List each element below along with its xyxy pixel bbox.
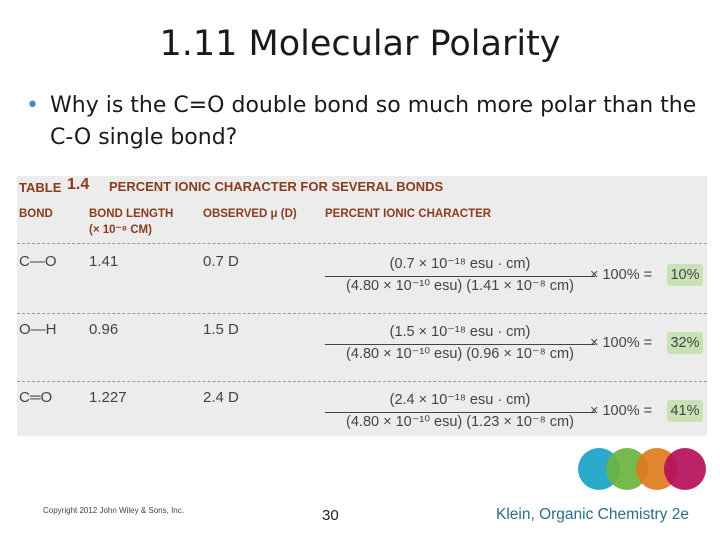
- row-1-observed: 0.7 D: [203, 253, 239, 270]
- fraction-bar: [325, 344, 595, 345]
- row-3-length: 1.227: [89, 389, 127, 406]
- table-label: TABLE: [19, 180, 62, 195]
- row-2-numerator: (1.5 × 10⁻¹⁸ esu · cm): [389, 324, 531, 340]
- fraction-bar: [325, 412, 595, 413]
- header-bond-length: BOND LENGTH (× 10⁻⁸ CM): [89, 206, 173, 238]
- bullet-dot-icon: •: [26, 93, 39, 118]
- row-divider: [17, 381, 707, 382]
- row-3-bond: C═O: [19, 389, 53, 406]
- row-3-denominator: (4.80 × 10⁻¹⁰ esu) (1.23 × 10⁻⁸ cm): [346, 414, 574, 430]
- fraction-bar: [325, 276, 595, 277]
- row-2-length: 0.96: [89, 321, 119, 338]
- row-1-times: × 100% =: [590, 267, 653, 283]
- table-caption-text: PERCENT IONIC CHARACTER FOR SEVERAL BOND…: [109, 179, 444, 194]
- row-1-denominator: (4.80 × 10⁻¹⁰ esu) (1.41 × 10⁻⁸ cm): [346, 278, 574, 294]
- row-divider: [17, 243, 707, 244]
- publisher-logo-icon: [578, 448, 708, 490]
- row-3-numerator: (2.4 × 10⁻¹⁸ esu · cm): [389, 392, 531, 408]
- header-observed: OBSERVED μ (D): [203, 208, 297, 220]
- row-2-denominator: (4.80 × 10⁻¹⁰ esu) (0.96 × 10⁻⁸ cm): [346, 346, 574, 362]
- table-caption: TABLE 1.4 PERCENT IONIC CHARACTER FOR SE…: [17, 176, 707, 196]
- table-number: 1.4: [67, 176, 90, 193]
- header-bond-length-line1: BOND LENGTH: [89, 208, 174, 220]
- row-1-bond: C—O: [19, 253, 57, 270]
- row-3-times: × 100% =: [590, 403, 653, 419]
- logo-circle-magenta-icon: [664, 448, 706, 490]
- header-bond-length-line2: (× 10⁻⁸ CM): [89, 224, 152, 236]
- percent-ionic-table: TABLE 1.4 PERCENT IONIC CHARACTER FOR SE…: [17, 176, 707, 436]
- bullet-text: Why is the C=O double bond so much more …: [50, 93, 697, 150]
- header-percent: PERCENT IONIC CHARACTER: [325, 208, 492, 220]
- row-1-result: 10%: [667, 264, 703, 286]
- row-2-result: 32%: [667, 332, 703, 354]
- row-divider: [17, 313, 707, 314]
- header-bond: BOND: [19, 208, 53, 220]
- row-2-observed: 1.5 D: [203, 321, 239, 338]
- row-2-times: × 100% =: [590, 335, 653, 351]
- page-number: 30: [322, 507, 339, 524]
- row-1-length: 1.41: [89, 253, 119, 270]
- copyright-notice: Copyright 2012 John Wiley & Sons, Inc.: [43, 506, 184, 515]
- row-1-numerator: (0.7 × 10⁻¹⁸ esu · cm): [389, 256, 531, 272]
- row-3-result: 41%: [667, 400, 703, 422]
- slide-title: 1.11 Molecular Polarity: [159, 24, 561, 64]
- row-3-observed: 2.4 D: [203, 389, 239, 406]
- book-credit: Klein, Organic Chemistry 2e: [496, 506, 689, 523]
- row-2-bond: O—H: [19, 321, 57, 338]
- bullet-point: • Why is the C=O double bond so much mor…: [26, 90, 706, 154]
